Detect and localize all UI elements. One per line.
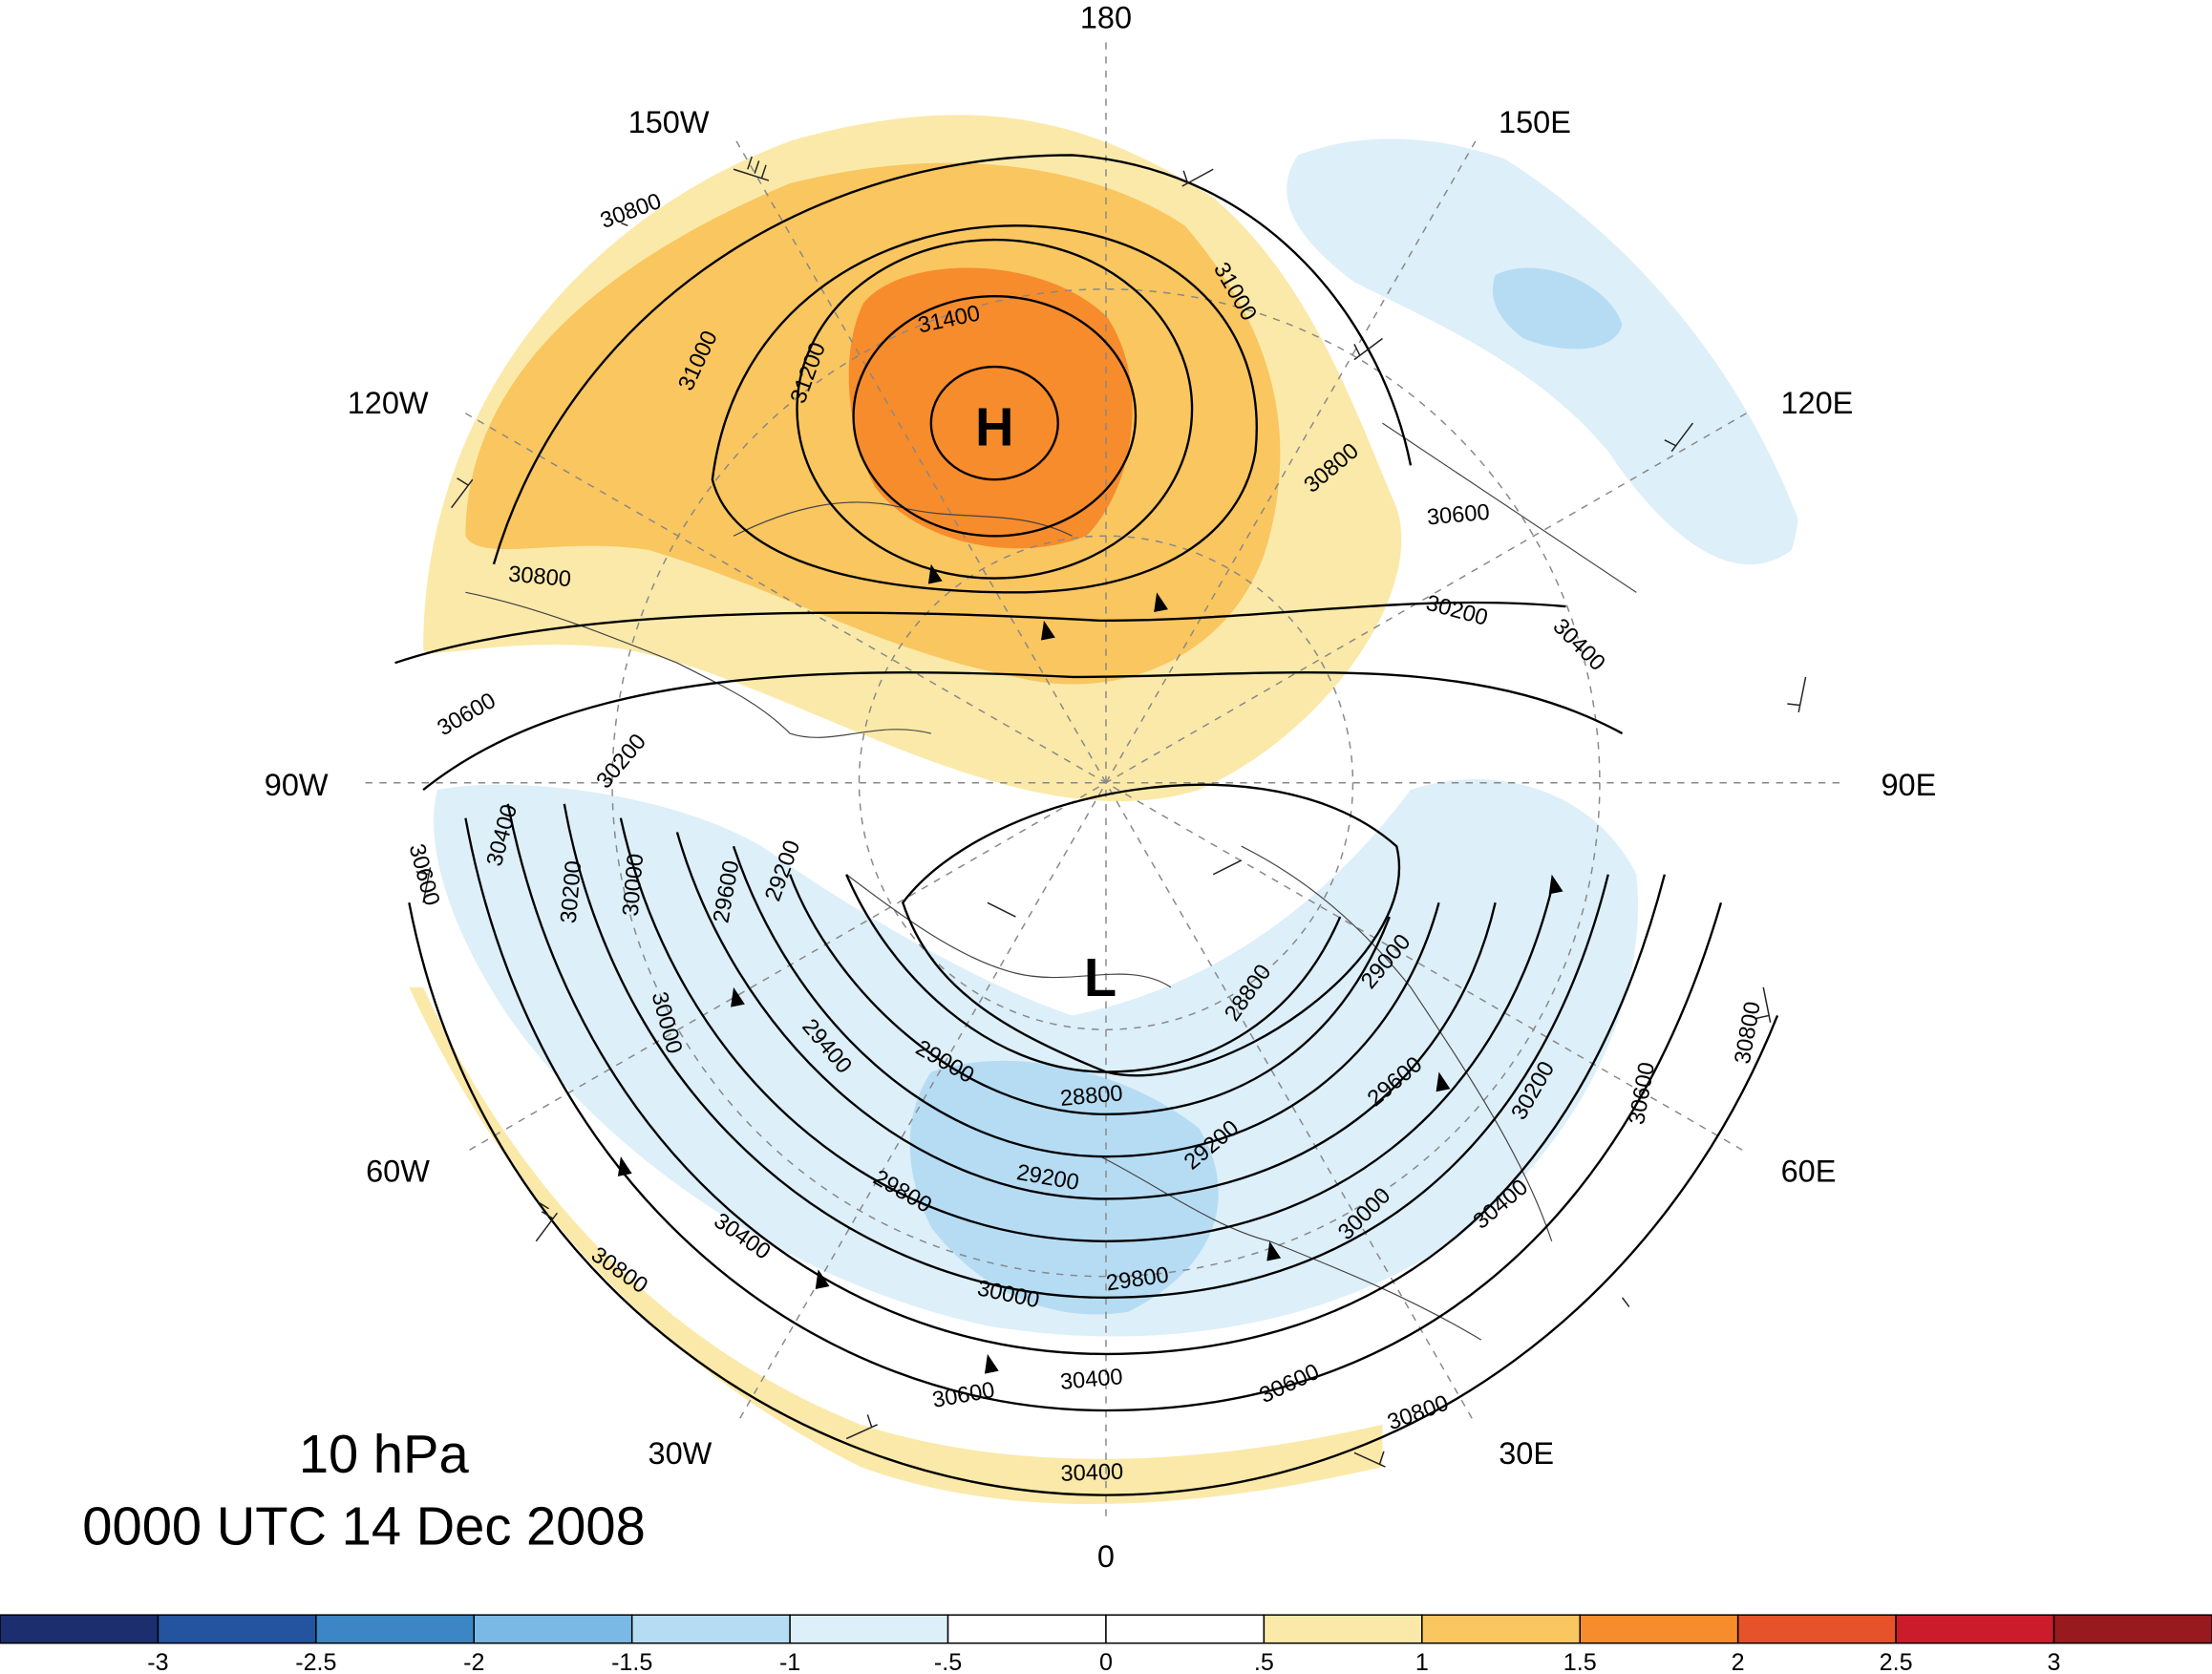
cool-anomaly-mid — [909, 1060, 1219, 1315]
graticule — [365, 42, 1847, 1524]
longitude-label-30w: 30W — [649, 1436, 713, 1471]
colorbar-segment — [1895, 1614, 2055, 1644]
colorbar-segment — [1421, 1614, 1581, 1644]
low-pressure-center: L — [1084, 947, 1117, 1007]
colorbar-tick-label: -1.5 — [611, 1649, 652, 1674]
colorbar-segment — [2052, 1614, 2212, 1644]
high-pressure-center: H — [975, 397, 1014, 457]
colorbar-segment — [473, 1614, 633, 1644]
contour-label: 28800 — [1059, 1081, 1124, 1112]
longitude-label-60e: 60E — [1781, 1155, 1837, 1189]
wind-triangles — [617, 563, 1563, 1374]
cool-anomaly-east-core — [1492, 267, 1623, 350]
contour-label: 30200 — [557, 859, 587, 924]
colorbar-segment — [1579, 1614, 1739, 1644]
warm-anomaly-strong — [848, 267, 1133, 549]
longitude-label-120w: 120W — [348, 386, 429, 420]
colorbar-tick-label: .5 — [1254, 1649, 1274, 1674]
height-contours — [394, 154, 1779, 1496]
longitude-labels: 180 150E 120E 90E 60E 30E 0 30W 60W 90W … — [265, 1, 1937, 1574]
contour-label: 30400 — [1059, 1365, 1124, 1395]
colorbar-tick-label: -3 — [147, 1649, 168, 1674]
colorbar-tick-label: 3 — [2048, 1649, 2061, 1674]
contour-label: 30000 — [619, 853, 649, 918]
longitude-label-60w: 60W — [366, 1155, 430, 1189]
colorbar-tick-label: 1 — [1415, 1649, 1429, 1674]
longitude-label-120e: 120E — [1780, 386, 1853, 420]
colorbar-segment — [315, 1614, 476, 1644]
colorbar-segment — [1105, 1614, 1266, 1644]
colorbar-tick-label: -.5 — [934, 1649, 962, 1674]
contour-label: 30400 — [1060, 1460, 1124, 1487]
colorbar-segment — [157, 1614, 317, 1644]
colorbar-segment — [0, 1614, 160, 1644]
colorbar-tick-label: 2 — [1732, 1649, 1745, 1674]
anomaly-shading — [409, 115, 1799, 1505]
pressure-level-title: 10 hPa — [299, 1424, 470, 1484]
longitude-label-150w: 150W — [628, 105, 710, 139]
colorbar-tick-label: -1 — [779, 1649, 800, 1674]
longitude-label-30e: 30E — [1499, 1436, 1554, 1471]
colorbar-tick-label: -2 — [463, 1649, 484, 1674]
warm-anomaly-band — [409, 986, 1383, 1505]
colorbar: -3 -2.5 -2 -1.5 -1 -.5 0 .5 1 1.5 2 2.5 3 — [0, 1614, 2212, 1674]
longitude-label-90w: 90W — [265, 768, 329, 802]
longitude-label-180: 180 — [1080, 1, 1132, 35]
colorbar-segment — [789, 1614, 949, 1644]
colorbar-segment — [1263, 1614, 1423, 1644]
contour-label: 30600 — [1426, 500, 1491, 531]
cool-anomaly-light — [434, 779, 1638, 1337]
longitude-label-90e: 90E — [1881, 768, 1936, 802]
contour-label: 30800 — [507, 562, 572, 593]
longitude-label-0: 0 — [1097, 1539, 1115, 1574]
longitude-label-150e: 150E — [1499, 105, 1571, 139]
colorbar-segment — [946, 1614, 1107, 1644]
colorbar-segment — [1736, 1614, 1897, 1644]
colorbar-segment — [630, 1614, 791, 1644]
colorbar-tick-label: -2.5 — [295, 1649, 336, 1674]
cool-anomaly-northeast — [1287, 138, 1799, 565]
polar-disk — [365, 42, 1847, 1524]
colorbar-tick-label: 1.5 — [1563, 1649, 1597, 1674]
valid-time-title: 0000 UTC 14 Dec 2008 — [82, 1495, 646, 1556]
colorbar-tick-label: 0 — [1099, 1649, 1113, 1674]
colorbar-tick-label: 2.5 — [1880, 1649, 1913, 1674]
